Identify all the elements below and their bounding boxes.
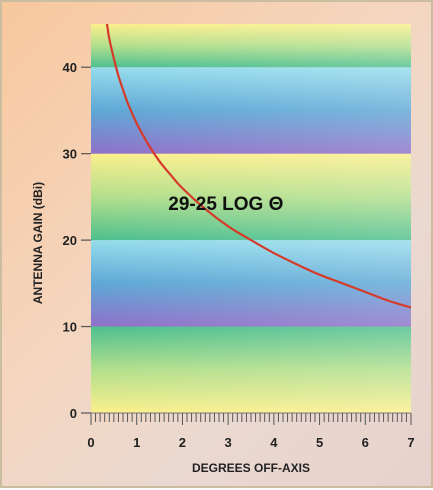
y-tick-label-10: 10: [63, 320, 77, 335]
x-tick-label-7: 7: [407, 435, 414, 450]
x-tick-label-5: 5: [316, 435, 323, 450]
x-tick-label-2: 2: [179, 435, 186, 450]
series-line-0: [105, 23, 411, 309]
series-layer: [105, 23, 411, 309]
y-tick-label-40: 40: [63, 60, 77, 75]
x-tick-label-3: 3: [225, 435, 232, 450]
x-tick-label-6: 6: [362, 435, 369, 450]
y-axis-title: ANTENNA GAIN (dBi): [31, 182, 45, 304]
background-bands: [91, 24, 411, 413]
x-tick-label-1: 1: [133, 435, 140, 450]
y-tick-label-20: 20: [63, 233, 77, 248]
y-tick-label-0: 0: [70, 406, 77, 421]
plot-sheen: [91, 24, 411, 413]
x-tick-label-4: 4: [270, 435, 278, 450]
y-tick-label-30: 30: [63, 147, 77, 162]
x-axis-title: DEGREES OFF-AXIS: [192, 461, 310, 475]
axes: [81, 66, 412, 425]
curve-formula-label: 29-25 LOG Θ: [168, 194, 283, 215]
x-tick-label-0: 0: [87, 435, 94, 450]
labels-layer: ANTENNA GAIN (dBi) DEGREES OFF-AXIS 0 1 2 3…: [31, 60, 415, 475]
